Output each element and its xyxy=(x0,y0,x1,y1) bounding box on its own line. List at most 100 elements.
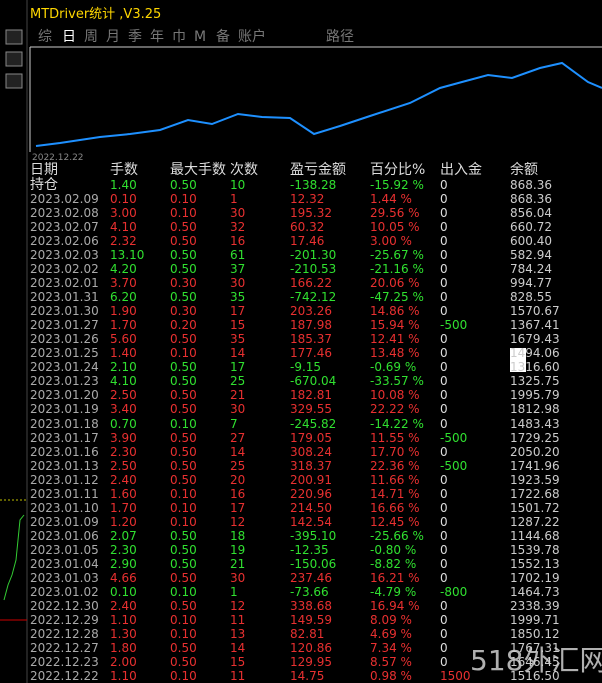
cell: 2338.39 xyxy=(510,598,560,613)
cell: 1494.06 xyxy=(510,346,560,361)
cell: -0.69 % xyxy=(370,360,417,375)
cell: 14 xyxy=(230,640,246,655)
row-date: 2023.01.18 xyxy=(30,416,99,431)
cell: 20 xyxy=(230,472,246,487)
row-date: 2023.01.11 xyxy=(30,486,99,501)
cell: 0 xyxy=(440,570,448,585)
cell: 19 xyxy=(230,542,246,557)
row-date: 2023.01.20 xyxy=(30,388,99,403)
row-date: 2022.12.29 xyxy=(30,612,99,627)
cell: 185.37 xyxy=(290,332,332,347)
cell: 14.71 % xyxy=(370,486,420,501)
cell: 1.40 xyxy=(110,178,137,192)
cell: 214.50 xyxy=(290,500,332,515)
cell: 1464.73 xyxy=(510,584,560,599)
row-date: 2022.12.28 xyxy=(30,626,99,641)
cell: 10 xyxy=(230,178,246,192)
cell: 0.10 xyxy=(170,206,197,221)
cell: 660.72 xyxy=(510,220,552,235)
cell: 7.34 % xyxy=(370,640,412,655)
cell: 25 xyxy=(230,374,246,389)
cell: 318.37 xyxy=(290,458,332,473)
cell: 200.91 xyxy=(290,472,332,487)
tab[interactable]: 周 xyxy=(84,29,98,45)
cell: 3.70 xyxy=(110,276,137,291)
tab[interactable]: 巾 xyxy=(172,29,186,45)
cell: 0.50 xyxy=(170,374,197,389)
tab[interactable]: 月 xyxy=(106,29,120,45)
watermark: 518外汇网 xyxy=(470,644,602,677)
cell: 0.50 xyxy=(170,388,197,403)
cell: 0.98 % xyxy=(370,669,412,683)
cell: 60.32 xyxy=(290,220,325,235)
tool-icon xyxy=(5,51,23,67)
cell: 0.10 xyxy=(170,669,197,683)
cell: 1500 xyxy=(440,669,471,683)
cell: 1325.75 xyxy=(510,374,560,389)
cell: 61 xyxy=(230,248,246,263)
tab[interactable]: M xyxy=(194,29,207,45)
cell: 1995.79 xyxy=(510,388,560,403)
cell: 17 xyxy=(230,360,246,375)
cell: 120.86 xyxy=(290,640,332,655)
cell: 1316.60 xyxy=(510,360,560,375)
cell: 0.50 xyxy=(170,556,197,571)
tab[interactable]: 年 xyxy=(150,29,164,45)
row-date: 2023.01.16 xyxy=(30,444,99,459)
cell: 0 xyxy=(440,374,448,389)
cell: 0 xyxy=(440,360,448,375)
cell: 16.66 % xyxy=(370,500,420,515)
cell: 5.60 xyxy=(110,332,137,347)
cell: 14 xyxy=(230,346,246,361)
cell: 17 xyxy=(230,500,246,515)
cell: 1741.96 xyxy=(510,458,560,473)
row-date: 2023.02.03 xyxy=(30,248,99,263)
cell: 177.46 xyxy=(290,346,332,361)
row-date: 2023.02.08 xyxy=(30,206,99,221)
cell: 20.06 % xyxy=(370,276,420,291)
cell: 4.10 xyxy=(110,220,137,235)
row-date: 2023.02.09 xyxy=(30,192,99,207)
cell: 82.81 xyxy=(290,626,325,641)
cell: 16 xyxy=(230,486,246,501)
tab[interactable]: 综 xyxy=(38,29,52,45)
cell: 12 xyxy=(230,514,246,529)
cell: 2.40 xyxy=(110,598,137,613)
cell: 0.50 xyxy=(170,248,197,263)
cell: 129.95 xyxy=(290,655,332,670)
cell: 1.10 xyxy=(110,612,137,627)
cell: -500 xyxy=(440,458,468,473)
cell: 0.50 xyxy=(170,542,197,557)
cell: -670.04 xyxy=(290,374,337,389)
cell: 13 xyxy=(230,626,246,641)
cell: 338.68 xyxy=(290,598,332,613)
cell: -138.28 xyxy=(290,178,337,192)
cell: 11 xyxy=(230,612,246,627)
cell: 182.81 xyxy=(290,388,332,403)
cell: 1 xyxy=(230,192,238,207)
tab[interactable]: 路径 xyxy=(326,29,354,45)
tab[interactable]: 备 xyxy=(216,29,230,45)
cell: 16 xyxy=(230,234,246,249)
cell: 0.50 xyxy=(170,444,197,459)
tab[interactable]: 账户 xyxy=(238,29,266,45)
tab[interactable]: 季 xyxy=(128,29,142,45)
cell: -500 xyxy=(440,318,468,333)
cell: 1570.67 xyxy=(510,304,560,319)
cell: 1.40 xyxy=(110,346,137,361)
cell: 35 xyxy=(230,332,246,347)
cell: 166.22 xyxy=(290,276,332,291)
cell: 2.50 xyxy=(110,388,137,403)
cell: 0.50 xyxy=(170,430,197,445)
cell: 3.40 xyxy=(110,402,137,417)
column-header: 日期 xyxy=(30,162,58,178)
cell: 0.10 xyxy=(170,192,197,207)
row-date: 2023.01.17 xyxy=(30,430,99,445)
cell: 0.50 xyxy=(170,472,197,487)
cell: 0 xyxy=(440,556,448,571)
cell: 0 xyxy=(440,626,448,641)
cell: 0 xyxy=(440,388,448,403)
cell: -800 xyxy=(440,584,468,599)
column-header: 次数 xyxy=(230,162,258,178)
tab[interactable]: 日 xyxy=(62,29,76,45)
